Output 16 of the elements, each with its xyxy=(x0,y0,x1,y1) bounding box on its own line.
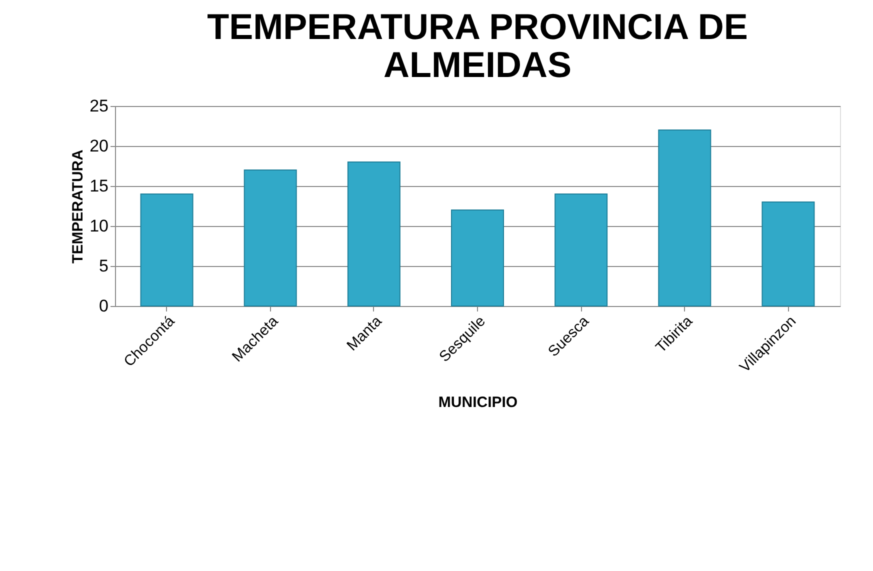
y-tick-label: 0 xyxy=(99,296,108,316)
y-tick-label: 10 xyxy=(90,216,108,236)
bar xyxy=(554,194,608,306)
x-axis-title: MUNICIPIO xyxy=(438,394,518,412)
bar xyxy=(762,202,815,306)
bar xyxy=(347,162,400,306)
y-axis-title: TEMPERATURA xyxy=(70,149,87,264)
y-tick-label: 5 xyxy=(99,256,108,276)
bar xyxy=(451,210,504,306)
y-tick-label: 25 xyxy=(90,96,108,116)
bar xyxy=(658,130,712,306)
bar xyxy=(140,194,194,306)
bar xyxy=(244,170,297,306)
chart-title: TEMPERATURA PROVINCIA DE ALMEIDAS xyxy=(207,6,748,85)
y-tick-label: 15 xyxy=(90,176,108,196)
y-tick-label: 20 xyxy=(90,136,108,156)
